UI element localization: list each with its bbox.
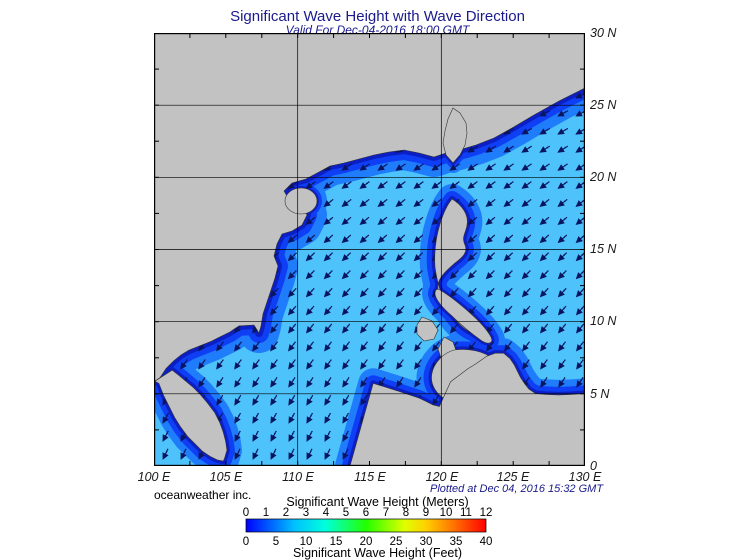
svg-text:0: 0 [243, 507, 249, 519]
svg-text:12: 12 [480, 507, 493, 519]
svg-text:5: 5 [343, 507, 349, 519]
svg-text:10: 10 [440, 507, 453, 519]
svg-text:Significant Wave Height (Meter: Significant Wave Height (Meters) [286, 495, 468, 509]
svg-text:10: 10 [300, 536, 313, 548]
svg-text:11: 11 [460, 507, 472, 519]
svg-text:15: 15 [330, 536, 343, 548]
svg-text:3: 3 [303, 507, 309, 519]
svg-text:40: 40 [480, 536, 493, 548]
svg-text:1: 1 [263, 507, 269, 519]
svg-text:25: 25 [390, 536, 403, 548]
svg-text:20: 20 [360, 536, 373, 548]
svg-text:2: 2 [283, 507, 289, 519]
svg-text:9: 9 [423, 507, 429, 519]
svg-text:7: 7 [383, 507, 389, 519]
svg-text:4: 4 [323, 507, 330, 519]
svg-text:6: 6 [363, 507, 369, 519]
svg-text:5: 5 [273, 536, 279, 548]
svg-text:8: 8 [403, 507, 409, 519]
svg-text:35: 35 [450, 536, 463, 548]
svg-text:Significant Wave Height (Feet): Significant Wave Height (Feet) [293, 546, 462, 560]
svg-text:0: 0 [243, 536, 249, 548]
svg-text:30: 30 [420, 536, 433, 548]
